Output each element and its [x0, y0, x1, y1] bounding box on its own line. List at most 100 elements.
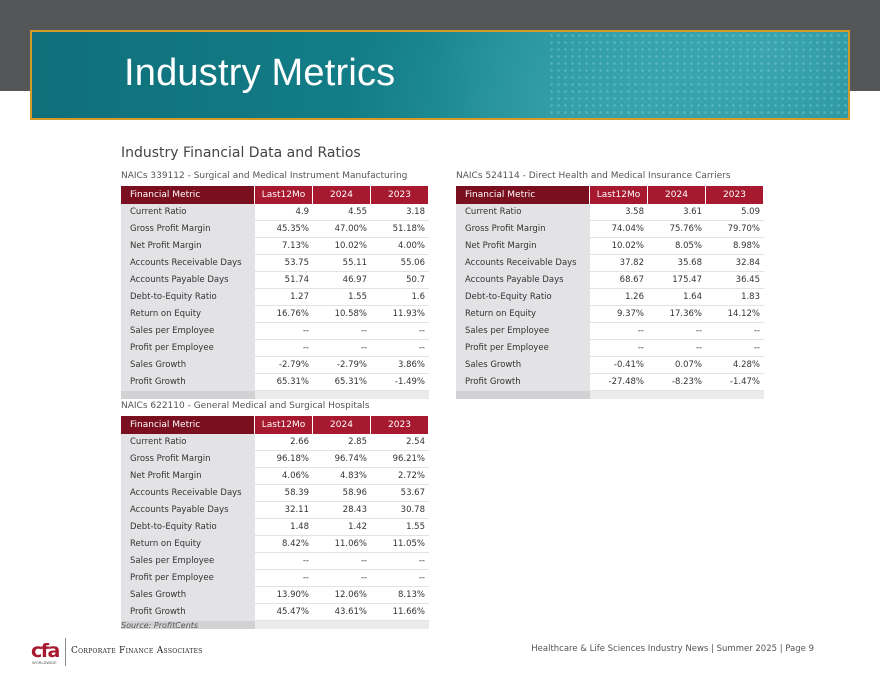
value-2024: 0.07% [647, 356, 706, 374]
table-block-622110: NAICs 622110 - General Medical and Surgi… [121, 401, 429, 629]
source-note: Source: ProfitCents [121, 621, 199, 630]
spacer-cell [254, 390, 313, 399]
value-last12mo: 4.9 [254, 204, 313, 221]
value-2023: 2.54 [370, 434, 429, 451]
value-last12mo: 2.66 [254, 434, 313, 451]
value-2023: 11.66% [370, 603, 429, 621]
logo-tagline: WORLDWIDE [32, 660, 57, 665]
table-row: Accounts Receivable Days 58.39 58.96 53.67 [121, 484, 429, 502]
value-2024: 4.55 [312, 204, 371, 221]
metric-label: Debt-to-Equity Ratio [456, 288, 590, 306]
value-2024: 4.83% [312, 467, 371, 485]
table-row: Return on Equity 9.37% 17.36% 14.12% [456, 305, 764, 323]
table-row: Profit Growth -27.48% -8.23% -1.47% [456, 373, 764, 391]
value-last12mo: -2.79% [254, 356, 313, 374]
value-2024: 3.61 [647, 204, 706, 221]
metric-label: Profit per Employee [121, 569, 255, 587]
table-row: Profit per Employee -- -- -- [456, 339, 764, 357]
value-2023: 50.7 [370, 271, 429, 289]
value-2023: 1.55 [370, 518, 429, 536]
metrics-table: Financial Metric Last12Mo 2024 2023 Current … [121, 416, 429, 629]
value-last12mo: -0.41% [589, 356, 648, 374]
table-row: Return on Equity 16.76% 10.58% 11.93% [121, 305, 429, 323]
value-last12mo: 8.42% [254, 535, 313, 553]
value-last12mo: 1.48 [254, 518, 313, 536]
value-2024: -- [312, 339, 371, 357]
header-2024: 2024 [312, 416, 371, 434]
metric-label: Accounts Payable Days [121, 501, 255, 519]
value-last12mo: 74.04% [589, 220, 648, 238]
table-row: Current Ratio 2.66 2.85 2.54 [121, 434, 429, 451]
table-header-row: Financial Metric Last12Mo 2024 2023 [121, 186, 429, 204]
table-row: Profit Growth 45.47% 43.61% 11.66% [121, 603, 429, 621]
value-2024: 1.64 [647, 288, 706, 306]
value-last12mo: 65.31% [254, 373, 313, 391]
value-2024: 1.55 [312, 288, 371, 306]
table-row: Gross Profit Margin 74.04% 75.76% 79.70% [456, 220, 764, 238]
table-row: Net Profit Margin 4.06% 4.83% 2.72% [121, 467, 429, 485]
table-row: Sales per Employee -- -- -- [121, 552, 429, 570]
metric-label: Return on Equity [121, 535, 255, 553]
value-2024: 17.36% [647, 305, 706, 323]
value-2023: -- [370, 322, 429, 340]
value-2023: 8.13% [370, 586, 429, 604]
spacer-cell [254, 620, 313, 629]
value-last12mo: -- [254, 339, 313, 357]
table-row: Current Ratio 4.9 4.55 3.18 [121, 204, 429, 221]
metric-label: Current Ratio [121, 204, 255, 221]
table-row: Profit Growth 65.31% 65.31% -1.49% [121, 373, 429, 391]
value-2023: 4.28% [705, 356, 764, 374]
title-banner: Industry Metrics [30, 30, 850, 120]
value-last12mo: 4.06% [254, 467, 313, 485]
value-last12mo: 37.82 [589, 254, 648, 272]
metric-label: Net Profit Margin [456, 237, 590, 255]
metric-label: Accounts Receivable Days [121, 484, 255, 502]
value-2024: -- [312, 322, 371, 340]
table-row: Sales per Employee -- -- -- [456, 322, 764, 340]
value-2024: 96.74% [312, 450, 371, 468]
table-footer-spacer [121, 620, 429, 629]
value-2023: 32.84 [705, 254, 764, 272]
header-2024: 2024 [647, 186, 706, 204]
value-2023: 5.09 [705, 204, 764, 221]
value-2024: -- [312, 552, 371, 570]
value-2023: 96.21% [370, 450, 429, 468]
value-2024: 175.47 [647, 271, 706, 289]
table-row: Accounts Payable Days 32.11 28.43 30.78 [121, 501, 429, 519]
value-last12mo: -- [254, 552, 313, 570]
spacer-cell [589, 390, 648, 399]
metric-label: Current Ratio [456, 204, 590, 221]
table-row: Gross Profit Margin 45.35% 47.00% 51.18% [121, 220, 429, 238]
table-row: Accounts Receivable Days 53.75 55.11 55.06 [121, 254, 429, 272]
value-2023: 51.18% [370, 220, 429, 238]
value-last12mo: 10.02% [589, 237, 648, 255]
table-row: Net Profit Margin 10.02% 8.05% 8.98% [456, 237, 764, 255]
footer-text: Healthcare & Life Sciences Industry News… [531, 644, 814, 654]
header-last12mo: Last12Mo [254, 416, 313, 434]
metrics-table: Financial Metric Last12Mo 2024 2023 Current … [456, 186, 764, 399]
value-2024: 28.43 [312, 501, 371, 519]
value-2023: -1.49% [370, 373, 429, 391]
value-2024: 11.06% [312, 535, 371, 553]
value-2024: 46.97 [312, 271, 371, 289]
metric-label: Gross Profit Margin [456, 220, 590, 238]
metric-label: Accounts Payable Days [456, 271, 590, 289]
value-last12mo: -- [589, 322, 648, 340]
value-last12mo: 58.39 [254, 484, 313, 502]
page-title: Industry Metrics [124, 52, 396, 94]
table-header-row: Financial Metric Last12Mo 2024 2023 [121, 416, 429, 434]
metric-label: Sales per Employee [121, 322, 255, 340]
table-row: Profit per Employee -- -- -- [121, 339, 429, 357]
table-row: Debt-to-Equity Ratio 1.48 1.42 1.55 [121, 518, 429, 536]
value-last12mo: 3.58 [589, 204, 648, 221]
header-financial-metric: Financial Metric [456, 186, 590, 204]
header-last12mo: Last12Mo [254, 186, 313, 204]
table-row: Accounts Receivable Days 37.82 35.68 32.84 [456, 254, 764, 272]
value-last12mo: 9.37% [589, 305, 648, 323]
value-2023: 79.70% [705, 220, 764, 238]
value-2023: -- [705, 322, 764, 340]
table-row: Sales Growth -0.41% 0.07% 4.28% [456, 356, 764, 374]
logo-letters: cfa [31, 640, 60, 662]
value-2024: 65.31% [312, 373, 371, 391]
metric-label: Profit Growth [456, 373, 590, 391]
